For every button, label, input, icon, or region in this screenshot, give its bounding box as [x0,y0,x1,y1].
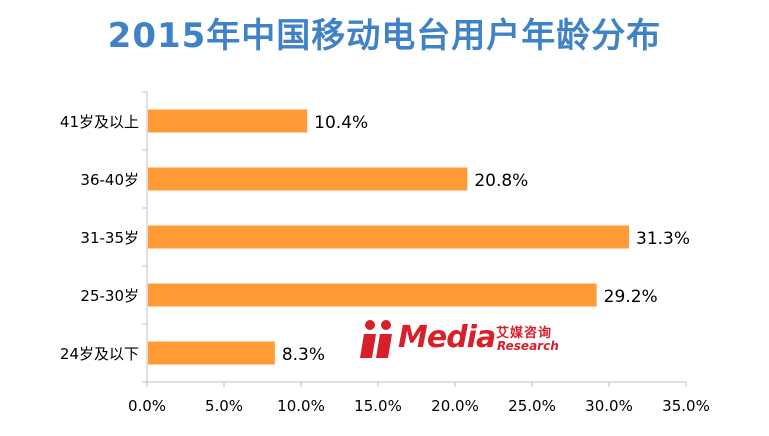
logo-media-text: Media [398,320,496,355]
x-tick-label: 0.0% [128,397,166,415]
chart-labels: 0.0% 5.0% 10.0% 15.0% 20.0% 25.0% 30.0% 35.0% 41… [60,113,710,415]
chart-title: 2015年中国移动电台用户年龄分布 [107,16,662,56]
y-category-label: 36-40岁 [80,171,139,189]
x-tick-label: 35.0% [662,397,710,415]
x-tick-label: 20.0% [431,397,479,415]
bar-value-label: 20.8% [474,171,528,191]
x-tick-label: 15.0% [354,397,402,415]
bar-value-label: 29.2% [604,287,658,307]
x-tick-label: 10.0% [277,397,325,415]
bar-value-label: 8.3% [282,345,325,365]
logo-en-text: Research [497,339,559,353]
logo-cn-text: 艾媒咨询 [496,326,553,341]
bar [148,109,308,133]
y-category-label: 25-30岁 [80,287,139,305]
bar-value-label: 10.4% [314,113,368,133]
x-tick-label: 30.0% [585,397,633,415]
imedia-figures-icon [360,320,392,358]
y-category-label: 41岁及以上 [60,113,139,131]
bar [148,341,275,365]
bar [148,167,468,191]
x-tick-label: 25.0% [508,397,556,415]
bar [148,283,597,307]
imedia-logo: Media 艾媒咨询 Research [360,316,560,364]
y-category-label: 31-35岁 [80,229,139,247]
x-tick-label: 5.0% [205,397,243,415]
y-category-label: 24岁及以下 [60,345,139,363]
bar [148,225,630,249]
bar-value-label: 31.3% [636,229,690,249]
chart-bars [148,109,630,365]
chart-axes [142,91,687,387]
